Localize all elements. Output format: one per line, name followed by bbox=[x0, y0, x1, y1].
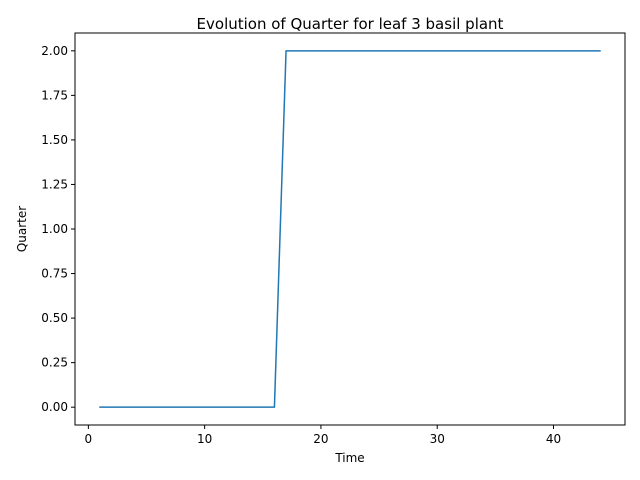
x-tick-label: 0 bbox=[85, 432, 93, 446]
x-axis: 0 10 20 30 40 bbox=[85, 425, 561, 446]
y-tick-label: 0.00 bbox=[41, 400, 68, 414]
x-axis-label: Time bbox=[334, 451, 364, 465]
series-line-0 bbox=[99, 50, 601, 408]
y-tick-label: 0.25 bbox=[41, 356, 68, 370]
chart-title: Evolution of Quarter for leaf 3 basil pl… bbox=[197, 15, 504, 33]
y-tick-label: 2.00 bbox=[41, 44, 68, 58]
y-tick-label: 1.25 bbox=[41, 177, 68, 191]
y-axis: 0.00 0.25 0.50 0.75 1.00 1.25 1.50 1.75 2.00 bbox=[41, 44, 75, 414]
y-tick-label: 1.75 bbox=[41, 88, 68, 102]
y-tick-label: 1.00 bbox=[41, 222, 68, 236]
x-tick-label: 40 bbox=[546, 432, 561, 446]
x-tick-label: 30 bbox=[430, 432, 445, 446]
x-tick-label: 20 bbox=[313, 432, 328, 446]
y-axis-label: Quarter bbox=[15, 206, 29, 252]
y-tick-label: 0.50 bbox=[41, 311, 68, 325]
x-tick-label: 10 bbox=[197, 432, 212, 446]
axes-frame bbox=[74, 32, 626, 426]
plot-area bbox=[99, 50, 601, 408]
y-tick-label: 0.75 bbox=[41, 267, 68, 281]
y-tick-label: 1.50 bbox=[41, 133, 68, 147]
